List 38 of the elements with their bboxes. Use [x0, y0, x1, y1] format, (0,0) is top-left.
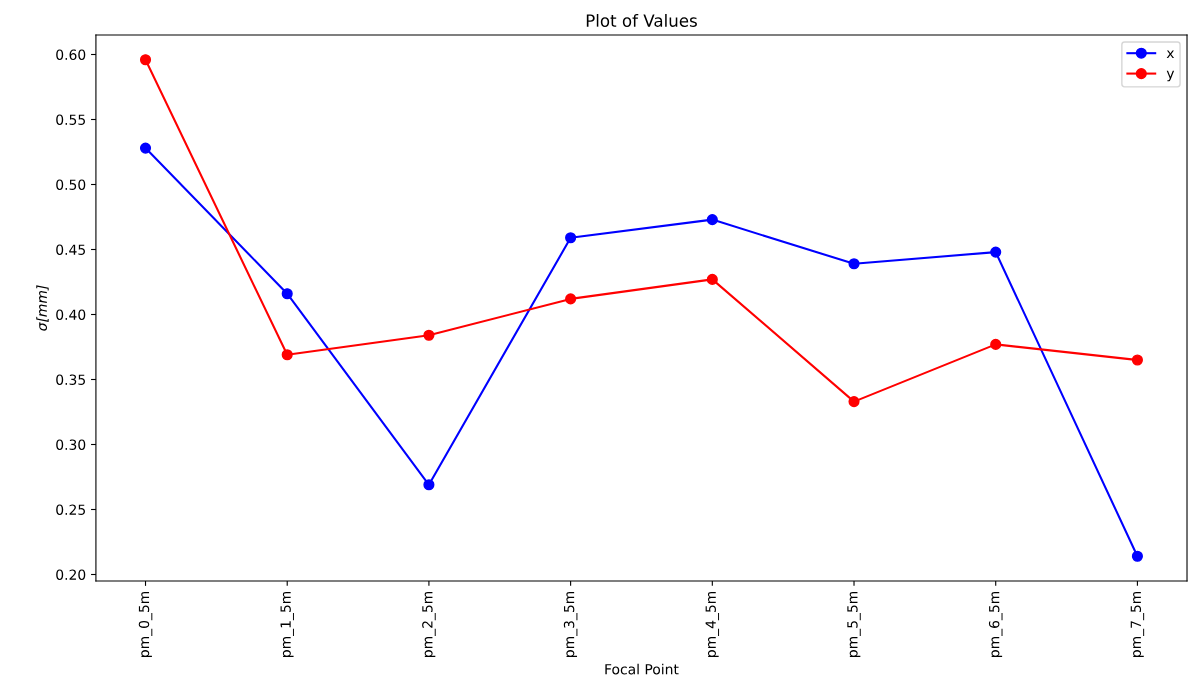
x-tick-label: pm_2_5m — [422, 591, 436, 657]
y-tick-label: 0.60 — [56, 49, 86, 60]
point — [281, 288, 293, 300]
point — [990, 338, 1002, 350]
y-tick-label: 0.20 — [56, 569, 86, 580]
x-tick-label: pm_1_5m — [280, 591, 294, 657]
legend-label: x — [1166, 50, 1175, 59]
y-tick-label: 0.50 — [56, 179, 86, 190]
y-tick-label: 0.45 — [56, 244, 85, 255]
point — [1131, 550, 1143, 562]
x-tick-label: pm_6_5m — [988, 591, 1003, 657]
x-tick-label: pm_3_5m — [563, 591, 578, 657]
point — [139, 54, 152, 66]
y-tick-label: 0.35 — [56, 374, 85, 385]
point — [706, 273, 718, 285]
point — [423, 479, 435, 491]
point — [990, 246, 1002, 258]
y-tick-label: 0.25 — [56, 504, 85, 515]
point — [706, 214, 718, 226]
point — [565, 232, 577, 244]
point — [848, 396, 860, 408]
point — [423, 329, 435, 341]
point — [281, 349, 293, 361]
y-tick-label: 0.30 — [56, 439, 86, 450]
legend-label: y — [1166, 70, 1175, 82]
point — [1131, 354, 1143, 366]
x-tick-label: pm_7_5m — [1130, 591, 1145, 657]
x-tick-label: pm_0_5m — [138, 591, 153, 657]
chart-title: Plot of Values — [586, 14, 697, 27]
x-tick-label: pm_5_5m — [847, 591, 861, 657]
point — [139, 142, 152, 154]
point — [848, 258, 860, 270]
y-axis-title: σ[mm] — [36, 285, 49, 331]
y-tick-label: 0.55 — [56, 114, 85, 125]
point — [565, 293, 577, 305]
x-tick-label: pm_4_5m — [705, 591, 720, 657]
y-tick-label: 0.40 — [56, 309, 86, 320]
x-axis-title: Focal Point — [605, 663, 679, 675]
